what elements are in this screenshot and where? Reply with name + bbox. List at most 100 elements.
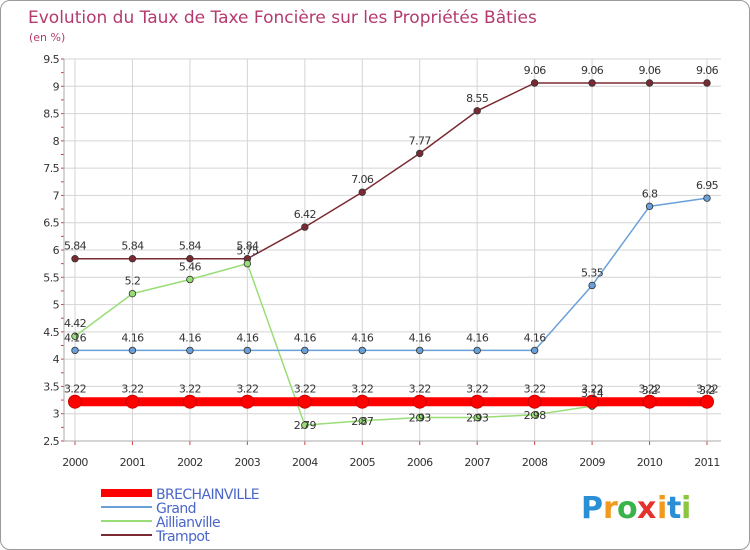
data-label: 2.79	[294, 419, 317, 432]
chart-title: Evolution du Taux de Taxe Foncière sur l…	[28, 8, 537, 28]
data-point	[416, 413, 424, 422]
data-label: 3.22	[638, 383, 660, 396]
data-point	[358, 346, 366, 355]
legend-label: Trampot	[155, 529, 210, 545]
data-label: 4.16	[409, 331, 432, 344]
data-label: 5.46	[179, 260, 202, 273]
x-tick-label: 2008	[522, 456, 548, 469]
x-tick-label: 2000	[62, 456, 88, 469]
data-label: 3.22	[64, 383, 86, 396]
data-point	[527, 394, 542, 409]
data-label: 2.93	[466, 412, 489, 425]
x-tick-label: 2006	[407, 456, 433, 469]
data-label: 4.16	[236, 331, 259, 344]
data-point	[186, 275, 194, 284]
data-point	[645, 202, 654, 211]
data-label: 4.16	[179, 331, 202, 344]
data-point	[355, 394, 370, 409]
data-label: 5.2	[125, 275, 141, 288]
logo-letter: P	[581, 491, 603, 526]
data-label: 8.55	[466, 92, 489, 105]
series-line-trampot	[75, 82, 707, 260]
data-label: 3.22	[524, 383, 546, 396]
data-point	[412, 394, 427, 409]
data-label: 7.06	[351, 173, 374, 186]
data-point	[530, 346, 539, 355]
data-label: 3.2	[699, 384, 715, 397]
data-point	[416, 149, 424, 158]
data-label: 7.77	[409, 134, 432, 147]
y-tick-label: 8.5	[43, 108, 59, 121]
data-label: 4.16	[466, 331, 489, 344]
data-label: 4.16	[524, 331, 547, 344]
logo-letter: i	[681, 491, 691, 526]
data-label: 6.8	[642, 187, 658, 200]
y-tick-label: 9	[53, 80, 60, 93]
data-label: 9.06	[524, 64, 547, 77]
data-point	[243, 259, 252, 268]
axes: 2.5 3 3.5 4 4.5 5 5.5 6 6.5 7 7.5 8 8.5 9 9.5 2000 2001 2…	[43, 53, 721, 469]
x-tick-label: 2005	[349, 456, 375, 469]
data-label: 5.84	[64, 240, 87, 253]
chart-subtitle: (en %)	[29, 31, 65, 44]
series	[68, 79, 714, 429]
data-label: 3.22	[696, 383, 718, 396]
x-tick-label: 2002	[177, 456, 203, 469]
data-label: 3.22	[581, 383, 603, 396]
data-label: 3.22	[236, 383, 258, 396]
data-label: 3.22	[294, 383, 316, 396]
data-label: 3.2	[642, 384, 658, 397]
data-label: 9.06	[696, 64, 719, 77]
logo-letter: i	[657, 491, 667, 526]
data-point	[416, 346, 424, 355]
data-point	[186, 255, 194, 263]
data-label: 5.35	[581, 266, 604, 279]
data-label: 4.16	[294, 331, 317, 344]
x-tick-label: 2003	[235, 456, 261, 469]
data-point	[301, 346, 309, 355]
x-tick-label: 2001	[120, 456, 146, 469]
x-tick-label: 2007	[464, 456, 490, 469]
data-point	[585, 394, 600, 409]
data-label: 3.22	[409, 383, 431, 396]
data-point	[588, 79, 596, 87]
data-point	[470, 394, 485, 409]
y-tick-label: 8	[53, 135, 60, 148]
legend-label: Grand	[156, 501, 196, 517]
data-label: 4.16	[121, 331, 144, 344]
data-label: 9.06	[581, 64, 604, 77]
data-label: 2.87	[351, 415, 374, 428]
grid	[64, 58, 721, 442]
x-tick-label: 2010	[637, 456, 663, 469]
data-point	[588, 281, 596, 290]
y-tick-label: 4	[53, 353, 60, 366]
x-tick-label: 2004	[292, 456, 318, 469]
y-tick-label: 2.5	[43, 435, 59, 448]
data-label: 2.98	[524, 409, 547, 422]
data-label: 5.84	[121, 240, 144, 253]
data-label: 2.93	[409, 412, 432, 425]
data-point	[128, 346, 137, 355]
data-point	[243, 346, 252, 355]
logo-letter: t	[667, 491, 681, 526]
data-point	[297, 394, 312, 409]
y-tick-label: 6	[53, 244, 60, 257]
data-point	[700, 394, 714, 409]
data-label: 3.22	[351, 383, 373, 396]
data-label: 6.42	[294, 208, 316, 221]
data-point	[642, 394, 657, 409]
data-label: 6.95	[696, 179, 719, 192]
data-label: 5.84	[236, 240, 259, 253]
data-point	[128, 255, 137, 263]
data-point	[473, 413, 481, 422]
y-tick-label: 7	[53, 189, 60, 202]
data-point	[473, 346, 481, 355]
y-tick-label: 3	[53, 408, 60, 421]
data-point	[125, 394, 140, 409]
data-point	[182, 394, 197, 409]
data-label: 3.14	[581, 387, 604, 400]
y-tick-label: 6.5	[43, 217, 59, 230]
